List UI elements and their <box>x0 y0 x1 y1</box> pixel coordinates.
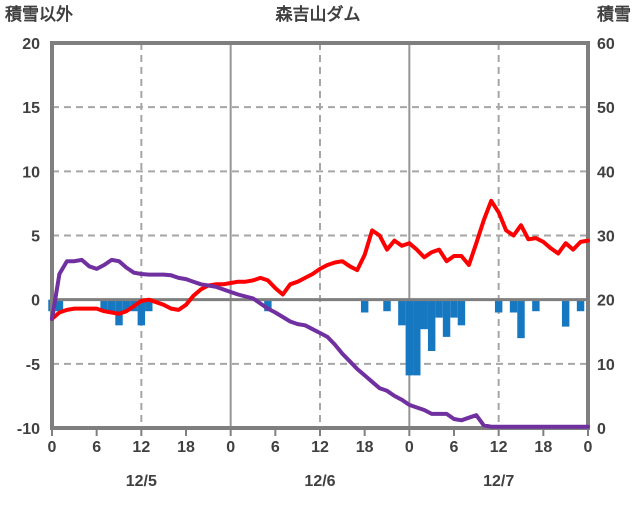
hour-label: 18 <box>534 439 552 456</box>
right-tick-label: 40 <box>597 164 615 181</box>
red-line <box>50 198 590 321</box>
bar <box>137 299 146 326</box>
bar <box>107 299 116 312</box>
line-series <box>50 198 590 429</box>
left-axis-title: 積雪以外 <box>5 4 73 24</box>
bar <box>517 299 525 339</box>
bar <box>264 299 272 312</box>
right-axis-title: 積雪 <box>597 4 631 24</box>
purple-line <box>50 257 590 429</box>
left-tick-label: 5 <box>31 229 40 246</box>
bar <box>576 299 585 312</box>
day-label: 12/6 <box>304 473 335 490</box>
hour-label: 18 <box>177 439 195 456</box>
left-tick-label: 20 <box>22 36 40 53</box>
left-tick-label: 15 <box>22 100 40 117</box>
hour-label: 6 <box>450 439 459 456</box>
bar <box>145 299 153 312</box>
bar <box>435 299 443 318</box>
bar <box>561 299 570 327</box>
hour-label: 0 <box>48 439 57 456</box>
hour-label: 18 <box>356 439 374 456</box>
bar <box>398 299 406 326</box>
bar <box>442 299 451 337</box>
gridlines <box>52 43 588 428</box>
hour-label: 6 <box>271 439 280 456</box>
bar <box>122 299 131 312</box>
left-tick-label: -10 <box>17 421 40 438</box>
left-tick-label: -5 <box>26 357 40 374</box>
right-tick-label: 0 <box>597 421 606 438</box>
hour-label: 12 <box>490 439 508 456</box>
bar <box>383 299 391 312</box>
hour-label: 12 <box>132 439 150 456</box>
bar <box>450 299 458 318</box>
hour-label: 0 <box>405 439 414 456</box>
hour-label: 0 <box>226 439 235 456</box>
right-tick-label: 20 <box>597 293 615 310</box>
left-tick-labels: 20 15 10 5 0 -5 -10 <box>17 36 40 438</box>
bar <box>413 299 421 376</box>
plot-border <box>50 41 590 430</box>
hour-label: 12 <box>311 439 329 456</box>
bar <box>457 299 466 326</box>
right-tick-label: 50 <box>597 100 615 117</box>
left-tick-label: 0 <box>31 293 40 310</box>
axis-ticks <box>51 430 589 436</box>
day-labels: 12/5 12/6 12/7 <box>126 473 515 490</box>
bar <box>532 299 540 312</box>
bar <box>509 299 518 313</box>
bar <box>360 299 369 313</box>
right-tick-label: 10 <box>597 357 615 374</box>
right-tick-labels: 60 50 40 30 20 10 0 <box>597 36 615 438</box>
right-tick-label: 30 <box>597 229 615 246</box>
hour-tick-labels: 0 6 12 18 0 6 12 18 0 6 12 18 0 <box>48 439 593 456</box>
day-label: 12/5 <box>126 473 157 490</box>
hour-label: 6 <box>92 439 101 456</box>
chart-title: 森吉山ダム <box>276 4 361 24</box>
bar <box>427 299 436 351</box>
plot-border-rect <box>50 41 590 430</box>
bar <box>55 299 64 312</box>
hour-label: 0 <box>584 439 593 456</box>
left-tick-label: 10 <box>22 164 40 181</box>
bar <box>405 299 414 376</box>
bar <box>100 299 108 312</box>
bar <box>420 299 428 330</box>
right-tick-label: 60 <box>597 36 615 53</box>
day-label: 12/7 <box>483 473 514 490</box>
bar <box>494 299 503 313</box>
